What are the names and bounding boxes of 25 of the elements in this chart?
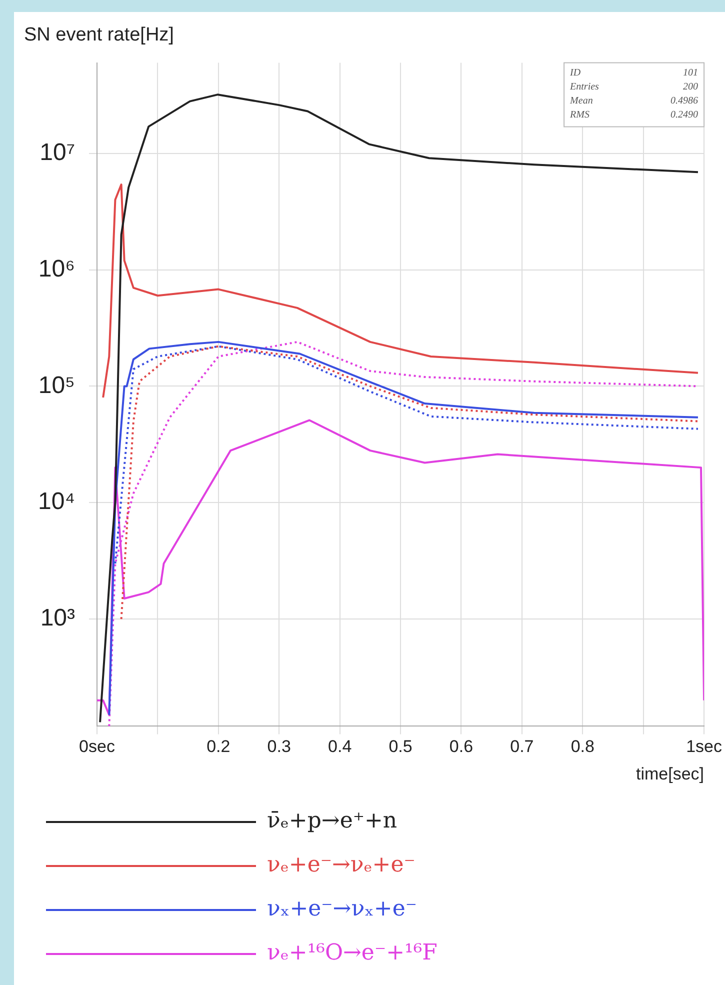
x-tick-label: 0.2	[206, 737, 230, 756]
y-tick-label: 10⁴	[38, 488, 76, 516]
x-tick-label: 0.4	[328, 737, 352, 756]
x-tick-label: 0.6	[449, 737, 474, 756]
x-tick-label: 1sec	[686, 737, 722, 756]
y-tick-label: 10⁵	[38, 372, 76, 399]
line-series	[120, 345, 699, 620]
text: νₑ+e⁻→νₑ+e⁻	[267, 852, 416, 878]
text: ID 101	[570, 67, 698, 78]
y-tick-label: 10⁷	[40, 139, 76, 166]
x-tick-label: 0.7	[510, 737, 534, 756]
y-axis-title: SN event rate[Hz]	[24, 24, 174, 46]
x-tick-label: 0.5	[388, 737, 412, 756]
text: ν̄ₑ+p→e⁺+n	[267, 808, 398, 834]
text: Mean 0.4986	[570, 95, 698, 106]
text: νₓ+e⁻→νₓ+e⁻	[267, 896, 417, 922]
x-tick-label: 0.8	[570, 737, 594, 756]
text: Entries 200	[570, 81, 698, 92]
text: νₑ+¹⁶O→e⁻+¹⁶F	[267, 940, 438, 966]
x-tick-label: 0sec	[79, 737, 116, 756]
y-tick-label: 10⁶	[38, 255, 76, 282]
text: RMS 0.2490	[570, 109, 698, 120]
y-tick-label: 10³	[40, 604, 76, 632]
x-tick-label: 0.3	[267, 737, 291, 756]
x-axis-title: time[sec]	[636, 764, 704, 784]
